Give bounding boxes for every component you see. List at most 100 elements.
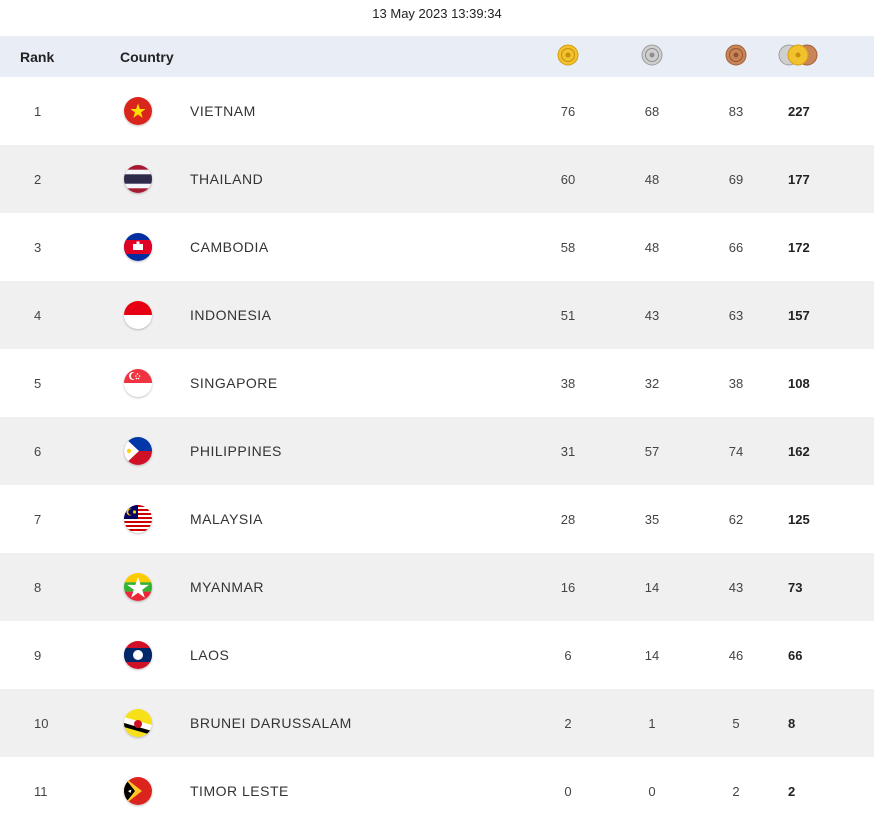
gold-count: 38	[560, 375, 576, 391]
country-cell[interactable]: TIMOR LESTE	[120, 757, 526, 825]
table-row[interactable]: 3 CAMBODIA 58 48 66 172	[0, 213, 874, 281]
thailand-flag-icon	[124, 165, 152, 193]
country-cell[interactable]: SINGAPORE	[120, 349, 526, 417]
table-row[interactable]: 10 BRUNEI DARUSSALAM 2 1 5 8	[0, 689, 874, 757]
total-count: 125	[788, 511, 810, 527]
brunei-flag-icon	[124, 709, 152, 737]
total-count: 2	[788, 783, 796, 799]
rank-cell: 10	[34, 715, 49, 731]
total-count: 157	[788, 307, 810, 323]
bronze-count: 43	[728, 579, 744, 595]
all-medals-icon	[778, 44, 818, 66]
table-row[interactable]: 4 INDONESIA 51 43 63 157	[0, 281, 874, 349]
gold-count: 2	[564, 715, 572, 731]
rank-cell: 5	[34, 375, 42, 391]
country-name: CAMBODIA	[190, 239, 269, 255]
bronze-count: 46	[728, 647, 744, 663]
rank-cell: 1	[34, 103, 42, 119]
bronze-count: 69	[728, 171, 744, 187]
country-cell[interactable]: INDONESIA	[120, 281, 526, 349]
rank-cell: 8	[34, 579, 42, 595]
bronze-medal-icon	[725, 44, 747, 69]
rank-cell: 4	[34, 307, 42, 323]
silver-count: 57	[644, 443, 660, 459]
cambodia-flag-icon	[124, 233, 152, 261]
gold-count: 31	[560, 443, 576, 459]
table-row[interactable]: 7 MALAYSIA 28 35 62 125	[0, 485, 874, 553]
philippines-flag-icon	[124, 437, 152, 465]
total-count: 66	[788, 647, 803, 663]
table-row[interactable]: 8 MYANMAR 16 14 43 73	[0, 553, 874, 621]
total-count: 108	[788, 375, 810, 391]
silver-count: 14	[644, 647, 660, 663]
table-row[interactable]: 2 THAILAND 60 48 69 177	[0, 145, 874, 213]
rank-cell: 6	[34, 443, 42, 459]
singapore-flag-icon	[124, 369, 152, 397]
gold-count: 51	[560, 307, 576, 323]
table-row[interactable]: 11 TIMOR LESTE 0 0 2 2	[0, 757, 874, 825]
total-count: 8	[788, 715, 796, 731]
table-row[interactable]: 1 VIETNAM 76 68 83 227	[0, 77, 874, 145]
bronze-count: 38	[728, 375, 744, 391]
country-cell[interactable]: PHILIPPINES	[120, 417, 526, 485]
rank-cell: 2	[34, 171, 42, 187]
country-name: MYANMAR	[190, 579, 265, 595]
total-count: 73	[788, 579, 803, 595]
vietnam-flag-icon	[124, 97, 152, 125]
country-cell[interactable]: THAILAND	[120, 145, 526, 213]
rank-cell: 9	[34, 647, 42, 663]
country-column-header[interactable]: Country	[120, 48, 174, 65]
total-count: 162	[788, 443, 810, 459]
table-row[interactable]: 6 PHILIPPINES 31 57 74 162	[0, 417, 874, 485]
gold-count: 58	[560, 239, 576, 255]
country-cell[interactable]: MYANMAR	[120, 553, 526, 621]
silver-count: 43	[644, 307, 660, 323]
bronze-count: 66	[728, 239, 744, 255]
country-name: THAILAND	[190, 171, 264, 187]
bronze-count: 2	[732, 783, 740, 799]
table-row[interactable]: 9 LAOS 6 14 46 66	[0, 621, 874, 689]
gold-column-header[interactable]	[526, 36, 610, 77]
timor-leste-flag-icon	[124, 777, 152, 805]
silver-column-header[interactable]	[610, 36, 694, 77]
silver-count: 1	[648, 715, 656, 731]
bronze-count: 62	[728, 511, 744, 527]
country-cell[interactable]: BRUNEI DARUSSALAM	[120, 689, 526, 757]
country-cell[interactable]: CAMBODIA	[120, 213, 526, 281]
country-name: SINGAPORE	[190, 375, 278, 391]
country-cell[interactable]: MALAYSIA	[120, 485, 526, 553]
malaysia-flag-icon	[124, 505, 152, 533]
silver-count: 48	[644, 239, 660, 255]
rank-cell: 11	[34, 783, 48, 799]
bronze-count: 74	[728, 443, 744, 459]
bronze-column-header[interactable]	[694, 36, 778, 77]
country-cell[interactable]: VIETNAM	[120, 77, 526, 145]
gold-medal-icon	[557, 44, 579, 69]
silver-count: 0	[648, 783, 656, 799]
country-cell[interactable]: LAOS	[120, 621, 526, 689]
bronze-count: 83	[728, 103, 744, 119]
rank-cell: 3	[34, 239, 42, 255]
silver-count: 68	[644, 103, 660, 119]
table-header-row: Rank Country	[0, 36, 874, 77]
silver-count: 48	[644, 171, 660, 187]
silver-count: 14	[644, 579, 660, 595]
country-name: PHILIPPINES	[190, 443, 282, 459]
total-count: 177	[788, 171, 810, 187]
table-row[interactable]: 5 SINGAPORE 38 32 38 108	[0, 349, 874, 417]
country-name: BRUNEI DARUSSALAM	[190, 715, 352, 731]
total-column-header[interactable]	[778, 36, 874, 77]
laos-flag-icon	[124, 641, 152, 669]
medal-table: Rank Country	[0, 36, 874, 825]
gold-count: 76	[560, 103, 576, 119]
gold-count: 6	[564, 647, 572, 663]
indonesia-flag-icon	[124, 301, 152, 329]
country-name: INDONESIA	[190, 307, 272, 323]
silver-count: 35	[644, 511, 660, 527]
myanmar-flag-icon	[124, 573, 152, 601]
country-name: VIETNAM	[190, 103, 256, 119]
gold-count: 0	[564, 783, 572, 799]
rank-column-header[interactable]: Rank	[20, 48, 55, 65]
bronze-count: 63	[728, 307, 744, 323]
bronze-count: 5	[732, 715, 740, 731]
